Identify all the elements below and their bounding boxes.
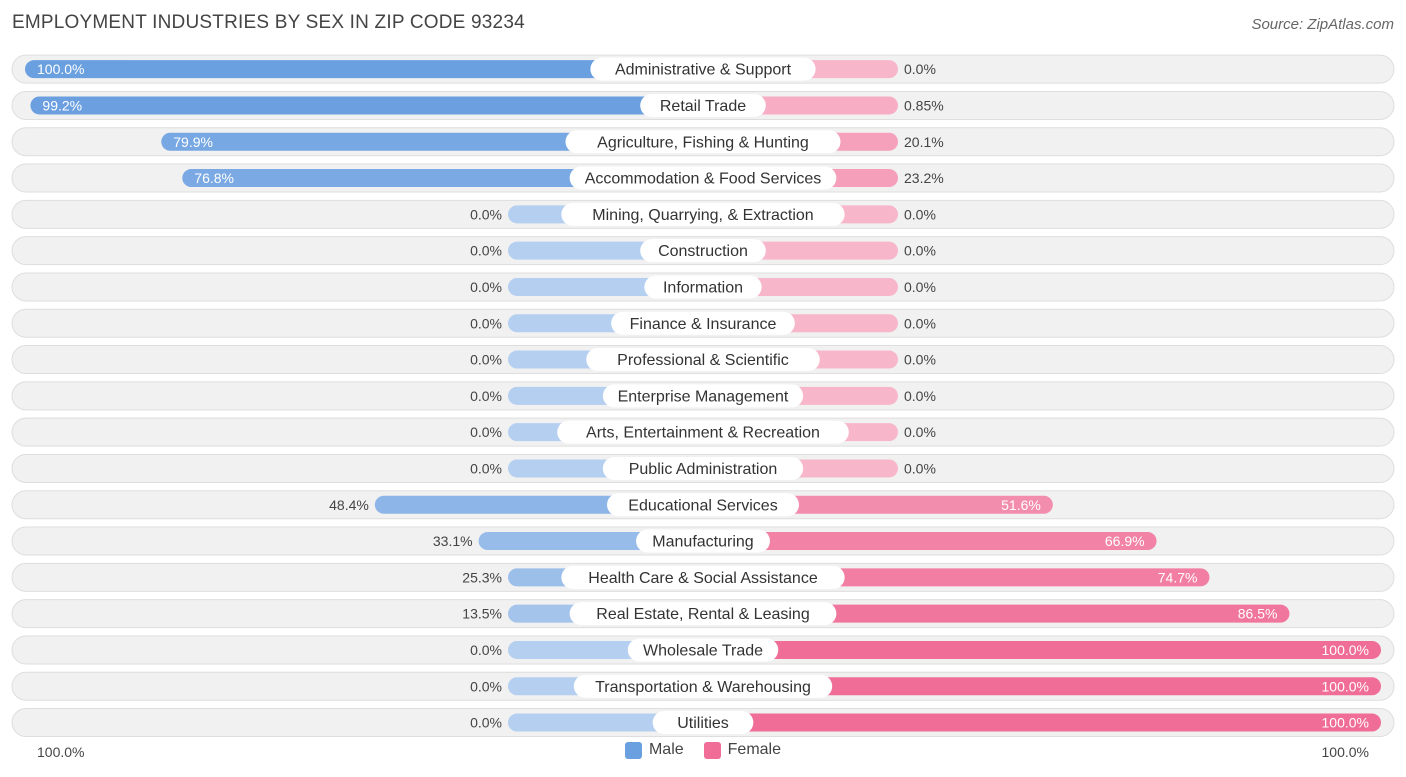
- value-label-female: 0.0%: [904, 243, 936, 259]
- bar-female: [703, 604, 1290, 623]
- category-label-background: [640, 239, 766, 263]
- category-label-background: [573, 674, 833, 698]
- category-label: Real Estate, Rental & Leasing: [596, 606, 809, 623]
- category-label: Health Care & Social Assistance: [588, 570, 818, 587]
- legend-swatch-female: [703, 741, 721, 759]
- bar-female: [703, 640, 1381, 659]
- category-label: Finance & Insurance: [630, 316, 777, 333]
- value-label-male: 0.0%: [470, 388, 502, 404]
- source-note: Source: ZipAtlas.com: [1251, 16, 1394, 33]
- value-label-male: 0.0%: [470, 678, 502, 694]
- category-label-background: [565, 130, 841, 154]
- value-label-female: 86.5%: [1238, 606, 1278, 622]
- value-label-female: 0.0%: [904, 61, 936, 77]
- value-label-female: 100.0%: [1322, 715, 1369, 731]
- category-label-background: [561, 202, 845, 226]
- value-label-female: 100.0%: [1322, 678, 1369, 694]
- legend-item-male[interactable]: Male: [624, 741, 684, 759]
- category-label: Professional & Scientific: [617, 352, 789, 369]
- category-label: Information: [663, 279, 743, 296]
- value-label-male: 0.0%: [470, 642, 502, 658]
- bar-male: [25, 60, 703, 79]
- bar-female: [703, 677, 1381, 696]
- value-label-male: 0.0%: [470, 206, 502, 222]
- value-label-male: 48.4%: [329, 497, 369, 513]
- category-label: Agriculture, Fishing & Hunting: [597, 134, 809, 151]
- category-label-background: [607, 493, 799, 517]
- value-label-male: 0.0%: [470, 715, 502, 731]
- bar-female: [703, 713, 1381, 732]
- category-label: Arts, Entertainment & Recreation: [586, 425, 820, 442]
- category-label-background: [652, 711, 754, 735]
- category-label-background: [611, 311, 795, 335]
- legend-label-male: Male: [648, 741, 684, 758]
- value-label-female: 0.0%: [904, 460, 936, 476]
- value-label-female: 0.0%: [904, 279, 936, 295]
- value-label-female: 0.0%: [904, 388, 936, 404]
- value-label-female: 0.0%: [904, 206, 936, 222]
- value-label-male: 100.0%: [37, 61, 84, 77]
- value-label-female: 0.0%: [904, 315, 936, 331]
- category-label-background: [586, 348, 820, 372]
- bar-male: [30, 96, 703, 115]
- category-label: Manufacturing: [652, 534, 753, 551]
- category-label: Administrative & Support: [615, 62, 792, 79]
- value-label-male: 76.8%: [194, 170, 234, 186]
- value-label-male: 13.5%: [462, 606, 502, 622]
- category-label: Retail Trade: [660, 98, 746, 115]
- value-label-female: 100.0%: [1322, 642, 1369, 658]
- value-label-male: 33.1%: [433, 533, 473, 549]
- category-label: Utilities: [677, 715, 729, 732]
- legend: Male Female: [0, 741, 1406, 759]
- value-label-male: 79.9%: [173, 134, 213, 150]
- legend-item-female[interactable]: Female: [703, 741, 782, 759]
- value-label-female: 0.0%: [904, 352, 936, 368]
- value-label-male: 0.0%: [470, 279, 502, 295]
- category-label-background: [627, 638, 779, 662]
- value-label-male: 99.2%: [42, 97, 82, 113]
- category-label-background: [557, 420, 849, 444]
- category-label: Transportation & Warehousing: [595, 679, 811, 696]
- value-label-male: 0.0%: [470, 460, 502, 476]
- category-label-background: [640, 93, 766, 117]
- value-label-female: 66.9%: [1105, 533, 1145, 549]
- category-label: Construction: [658, 243, 748, 260]
- category-label: Public Administration: [629, 461, 778, 478]
- diverging-bar-chart: 100.0% 0.0% Administrative & Support 99.2% 0…: [11, 54, 1395, 738]
- category-label-background: [569, 166, 837, 190]
- category-label-background: [590, 57, 816, 81]
- category-label-background: [636, 529, 770, 553]
- category-label-background: [602, 384, 804, 408]
- value-label-male: 25.3%: [462, 569, 502, 585]
- category-label-background: [644, 275, 762, 299]
- legend-label-female: Female: [727, 741, 782, 758]
- category-label: Educational Services: [628, 497, 777, 514]
- axis-right-label: 100.0%: [1321, 744, 1369, 760]
- value-label-male: 0.0%: [470, 424, 502, 440]
- category-label: Accommodation & Food Services: [585, 171, 822, 188]
- category-label-background: [602, 456, 804, 480]
- bar-female: [703, 532, 1157, 551]
- axis-left-label: 100.0%: [37, 744, 85, 760]
- category-label-background: [569, 602, 837, 626]
- value-label-female: 0.0%: [904, 424, 936, 440]
- value-label-female: 74.7%: [1158, 569, 1198, 585]
- value-label-male: 0.0%: [470, 352, 502, 368]
- chart-title: EMPLOYMENT INDUSTRIES BY SEX IN ZIP CODE…: [12, 12, 525, 33]
- value-label-female: 20.1%: [904, 134, 944, 150]
- category-label: Wholesale Trade: [643, 642, 763, 659]
- value-label-female: 23.2%: [904, 170, 944, 186]
- value-label-male: 0.0%: [470, 243, 502, 259]
- value-label-female: 0.85%: [904, 97, 944, 113]
- value-label-male: 0.0%: [470, 315, 502, 331]
- category-label: Mining, Quarrying, & Extraction: [592, 207, 813, 224]
- category-label: Enterprise Management: [618, 388, 789, 405]
- category-label-background: [561, 565, 845, 589]
- value-label-female: 51.6%: [1001, 497, 1041, 513]
- legend-swatch-male: [624, 741, 642, 759]
